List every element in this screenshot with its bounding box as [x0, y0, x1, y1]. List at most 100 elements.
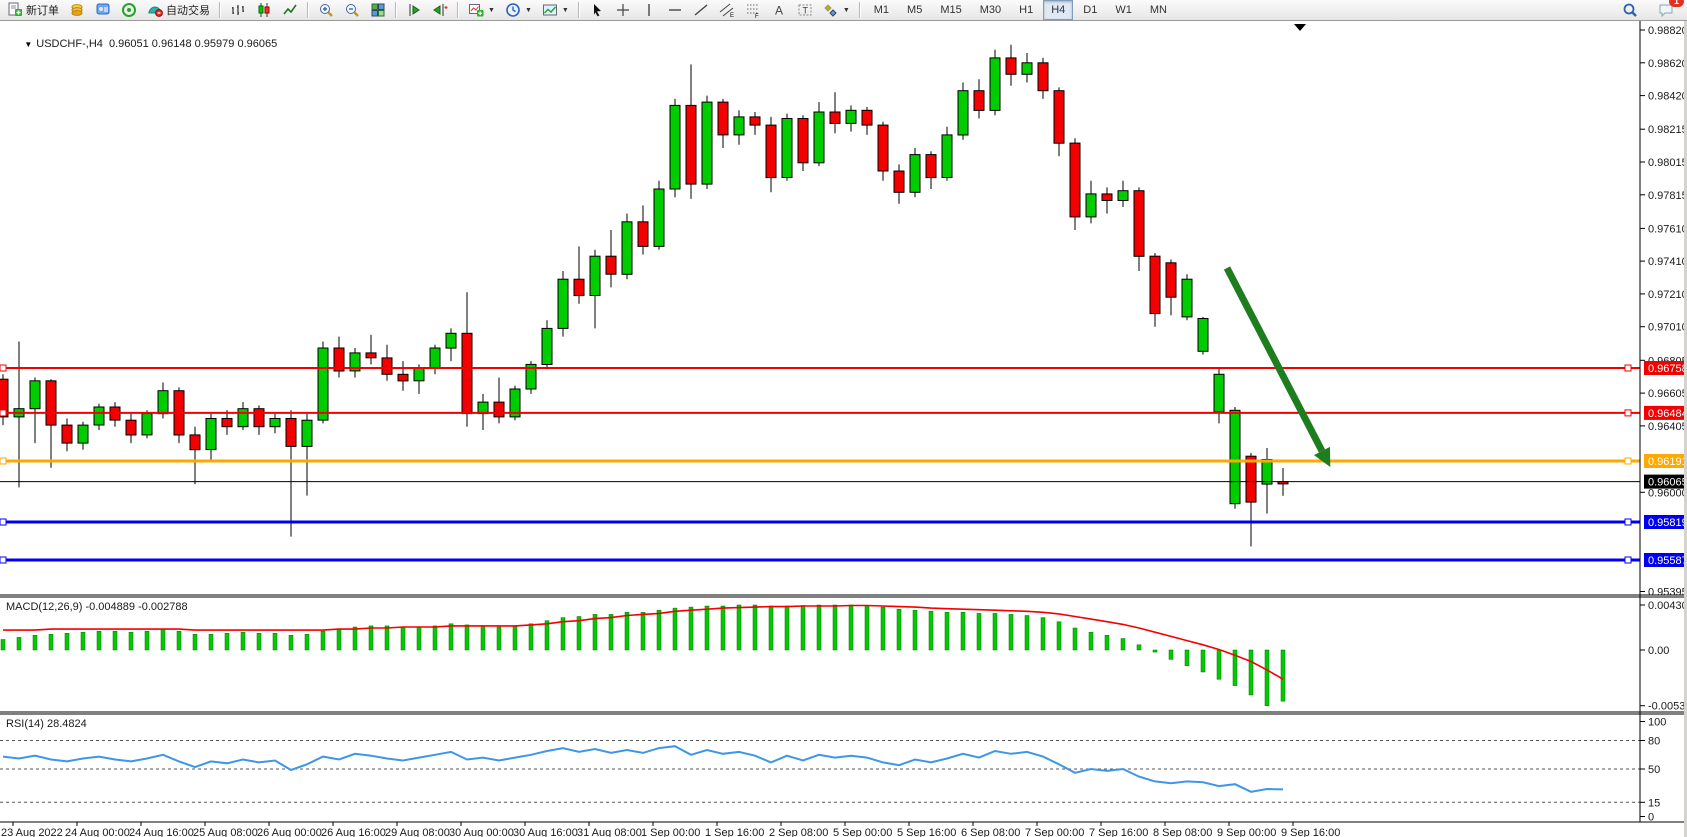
line-chart-button[interactable]	[277, 0, 303, 21]
dropdown-arrow-icon[interactable]: ▼	[561, 6, 569, 14]
crosshair-tool-button[interactable]	[610, 0, 636, 21]
chart-shift-button[interactable]	[427, 0, 453, 21]
vertical-line-tool-button[interactable]	[636, 0, 662, 21]
svg-text:0.95819: 0.95819	[1648, 517, 1687, 529]
chart-shift-marker-icon[interactable]	[1294, 24, 1306, 31]
blue-support-line-1-handle[interactable]	[1624, 518, 1632, 526]
indicators-icon	[469, 4, 484, 17]
svg-text:0.004304: 0.004304	[1648, 600, 1687, 612]
timeframe-m15-button[interactable]: M15	[940, 4, 962, 16]
timeframe-m1-button[interactable]: M1	[873, 4, 890, 16]
chat-button[interactable]: 1	[1653, 0, 1684, 21]
macd-indicator-label: MACD(12,26,9) -0.004889 -0.002788	[6, 601, 188, 613]
svg-text:24 Aug 16:00: 24 Aug 16:00	[129, 827, 194, 837]
chart-bars-icon	[232, 5, 244, 15]
blue-support-line-1-handle[interactable]	[0, 518, 7, 526]
indicators-button[interactable]: ▼	[463, 0, 500, 21]
timeframe-h4-button[interactable]: H4	[1043, 0, 1074, 20]
price-chart-canvas[interactable]: 0.98820 0.98620 0.98420 0.98215 0.98015 0.978…	[0, 21, 1687, 837]
svg-text:A: A	[775, 4, 783, 18]
svg-text:5 Sep 00:00: 5 Sep 00:00	[833, 827, 892, 837]
timeframe-m5-button[interactable]: M5	[907, 4, 923, 16]
timeframe-w1-button[interactable]: W1	[1115, 4, 1132, 16]
data-window-icon	[122, 3, 136, 17]
resistance-line-2-handle[interactable]	[0, 409, 7, 417]
trendline-tool-button[interactable]	[688, 0, 714, 21]
svg-text:7 Sep 00:00: 7 Sep 00:00	[1025, 827, 1084, 837]
sell-signal-arrow[interactable]	[1223, 266, 1331, 467]
toolbar-group-drawing: E F A T ▼	[584, 0, 855, 20]
svg-text:26 Aug 16:00: 26 Aug 16:00	[321, 827, 386, 837]
resistance-line-1-handle[interactable]	[1624, 364, 1632, 372]
svg-text:5 Sep 16:00: 5 Sep 16:00	[897, 827, 956, 837]
zoom-in-button[interactable]	[313, 0, 339, 21]
orange-support-line-handle[interactable]	[1624, 457, 1632, 465]
symbol-dropdown-icon[interactable]: ▼	[24, 40, 33, 49]
arrows-tool-button[interactable]: ▼	[818, 0, 855, 21]
svg-text:29 Aug 08:00: 29 Aug 08:00	[385, 827, 450, 837]
macd-histogram	[0, 604, 1286, 706]
fibonacci-tool-button[interactable]: F	[740, 0, 766, 21]
zoom-out-icon	[346, 4, 359, 17]
periods-button[interactable]: ▼	[500, 0, 537, 21]
svg-text:8 Sep 08:00: 8 Sep 08:00	[1153, 827, 1212, 837]
timeframe-d1-button[interactable]: D1	[1083, 4, 1098, 16]
toolbar-separator	[858, 2, 861, 18]
svg-text:23 Aug 2022: 23 Aug 2022	[1, 827, 63, 837]
dropdown-arrow-icon[interactable]: ▼	[488, 6, 495, 14]
svg-text:6 Sep 08:00: 6 Sep 08:00	[961, 827, 1020, 837]
dropdown-arrow-icon[interactable]: ▼	[524, 6, 532, 14]
horizontal-line-tool-button[interactable]	[662, 0, 688, 21]
zoom-out-button[interactable]	[339, 0, 365, 21]
fibo-icon: F	[746, 4, 759, 18]
resistance-line-2-handle[interactable]	[1624, 409, 1632, 417]
cursor-tool-button[interactable]	[584, 0, 610, 21]
svg-text:1 Sep 16:00: 1 Sep 16:00	[705, 827, 764, 837]
svg-text:0.96191: 0.96191	[1648, 456, 1687, 468]
candlestick-chart-button[interactable]	[251, 0, 277, 21]
text-label-tool-button[interactable]: T	[792, 0, 818, 21]
svg-text:0.96484: 0.96484	[1648, 408, 1687, 420]
bar-chart-button[interactable]	[225, 0, 251, 21]
tile-windows-icon	[371, 3, 385, 17]
new-order-button[interactable]: 新订单	[2, 0, 64, 21]
search-button[interactable]	[1617, 0, 1643, 21]
svg-text:E: E	[730, 13, 734, 18]
svg-text:24 Aug 00:00: 24 Aug 00:00	[65, 827, 130, 837]
blue-support-line-2-handle[interactable]	[1624, 556, 1632, 564]
toolbar-separator	[577, 2, 580, 18]
rsi-indicator-label: RSI(14) 28.4824	[6, 718, 87, 730]
svg-text:0.98620: 0.98620	[1648, 58, 1687, 70]
time-axis-labels: 23 Aug 2022 24 Aug 00:00 24 Aug 16:00 25 Au…	[1, 822, 1340, 837]
svg-text:0.96605: 0.96605	[1648, 388, 1687, 400]
text-tool-button[interactable]: A	[766, 0, 792, 21]
templates-button[interactable]: ▼	[537, 0, 574, 21]
timeframe-m30-button[interactable]: M30	[979, 4, 1002, 16]
svg-text:T: T	[802, 6, 808, 16]
tile-windows-button[interactable]	[365, 0, 391, 21]
dropdown-arrow-icon[interactable]: ▼	[842, 6, 850, 14]
timeframe-h1-button[interactable]: H1	[1019, 4, 1034, 16]
svg-text:30 Aug 00:00: 30 Aug 00:00	[449, 827, 514, 837]
chart-title: ▼ USDCHF-,H4 0.96051 0.96148 0.95979 0.96…	[6, 26, 277, 62]
blue-support-line-2-handle[interactable]	[0, 556, 7, 564]
autoscroll-icon	[409, 4, 420, 16]
svg-text:0.97010: 0.97010	[1648, 322, 1687, 334]
chart-area[interactable]: 0.98820 0.98620 0.98420 0.98215 0.98015 0.978…	[0, 21, 1687, 837]
data-window-button[interactable]	[116, 0, 142, 21]
timeframe-mn-button[interactable]: MN	[1149, 4, 1167, 16]
svg-text:0.97815: 0.97815	[1648, 190, 1687, 202]
resistance-line-1-handle[interactable]	[0, 364, 7, 372]
market-watch-button[interactable]	[64, 0, 90, 21]
autoscroll-button[interactable]	[401, 0, 427, 21]
equidistant-channel-tool-button[interactable]: E	[714, 0, 740, 21]
crosshair-icon	[616, 4, 629, 16]
navigator-button[interactable]	[90, 0, 116, 21]
svg-text:-0.005326: -0.005326	[1648, 701, 1687, 713]
text-a-icon: A	[775, 4, 783, 18]
axis-scale-labels: 0.98820 0.98620 0.98420 0.98215 0.98015 0.978…	[1640, 25, 1687, 824]
autotrading-button[interactable]: 自动交易	[142, 0, 215, 21]
orange-support-line-handle[interactable]	[0, 457, 7, 465]
toolbar-group-zoom	[313, 0, 391, 20]
svg-text:9 Sep 16:00: 9 Sep 16:00	[1281, 827, 1340, 837]
